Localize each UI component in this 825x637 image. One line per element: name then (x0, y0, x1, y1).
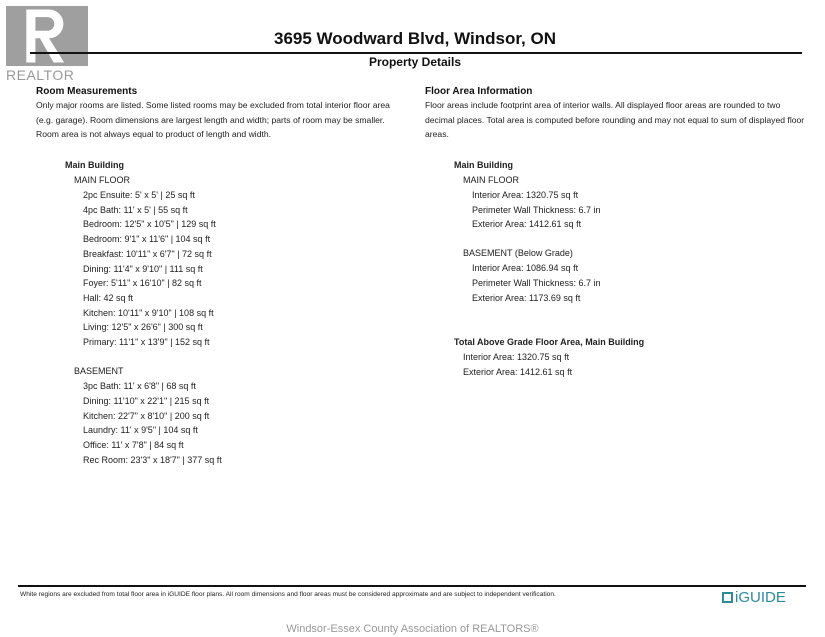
iguide-box-icon (722, 592, 733, 603)
floor-heading: MAIN FLOOR (74, 175, 131, 185)
room-item: 3pc Bath: 11' x 6'8" | 68 sq ft (83, 381, 196, 392)
total-line: Exterior Area: 1412.61 sq ft (463, 367, 573, 377)
room-item: Living: 12'5" x 26'6" | 300 sq ft (83, 322, 203, 333)
footer-note: White regions are excluded from total fl… (20, 591, 556, 598)
area-line: Perimeter Wall Thickness: 6.7 in (472, 277, 601, 288)
room-item: Hall: 42 sq ft (83, 292, 134, 303)
floor-heading: BASEMENT (74, 366, 124, 377)
room-item: Kitchen: 22'7" x 8'10" | 200 sq ft (83, 410, 210, 421)
room-item: Office: 11' x 7'8" | 84 sq ft (83, 440, 184, 450)
room-item: Kitchen: 10'11" x 9'10" | 108 sq ft (83, 307, 214, 318)
floor-heading: BASEMENT (Below Grade) (463, 248, 573, 259)
room-item: 2pc Ensuite: 5' x 5' | 25 sq ft (83, 190, 195, 200)
room-item: Bedroom: 12'5" x 10'5" | 129 sq ft (83, 219, 216, 230)
page-title: 3695 Woodward Blvd, Windsor, ON (274, 29, 556, 48)
area-line: Interior Area: 1320.75 sq ft (472, 190, 579, 200)
iguide-logo: iGUIDE (722, 589, 786, 606)
room-item: Rec Room: 23'3" x 18'7" | 377 sq ft (83, 454, 222, 465)
total-area-heading: Total Above Grade Floor Area, Main Build… (454, 337, 645, 347)
total-line: Interior Area: 1320.75 sq ft (463, 352, 570, 362)
association-watermark: Windsor-Essex County Association of REAL… (286, 623, 539, 635)
room-item: Foyer: 5'11" x 16'10" | 82 sq ft (83, 278, 202, 289)
floor-area-note: Floor areas include footprint area of in… (425, 100, 805, 139)
page-subtitle: Property Details (368, 55, 462, 69)
room-item: Breakfast: 10'11" x 6'7" | 72 sq ft (83, 248, 212, 259)
area-line: Perimeter Wall Thickness: 6.7 in (472, 204, 601, 215)
room-item: Laundry: 11' x 9'5" | 104 sq ft (83, 425, 198, 436)
floor-heading: MAIN FLOOR (463, 175, 520, 185)
area-line: Exterior Area: 1412.61 sq ft (472, 219, 582, 230)
iguide-brand-text: iGUIDE (735, 589, 786, 606)
room-measurements-note: Only major rooms are listed. Some listed… (36, 100, 390, 139)
area-line: Exterior Area: 1173.69 sq ft (472, 292, 581, 303)
room-measurements-heading: Room Measurements (36, 86, 138, 97)
left-building-heading: Main Building (65, 160, 124, 170)
area-line: Interior Area: 1086.94 sq ft (472, 263, 579, 274)
realtor-logo-text: REALTOR (6, 67, 75, 83)
room-item: Dining: 11'4" x 9'10" | 111 sq ft (83, 263, 203, 274)
footer-divider (18, 585, 806, 587)
header-divider (30, 52, 802, 54)
room-item: 4pc Bath: 11' x 5' | 55 sq ft (83, 204, 188, 215)
realtor-r-icon (26, 9, 65, 63)
room-item: Bedroom: 9'1" x 11'6" | 104 sq ft (83, 234, 211, 245)
room-item: Primary: 11'1" x 13'9" | 152 sq ft (83, 337, 210, 347)
right-building-heading: Main Building (454, 160, 513, 170)
floor-area-heading: Floor Area Information (425, 86, 533, 97)
room-item: Dining: 11'10" x 22'1" | 215 sq ft (83, 395, 210, 406)
